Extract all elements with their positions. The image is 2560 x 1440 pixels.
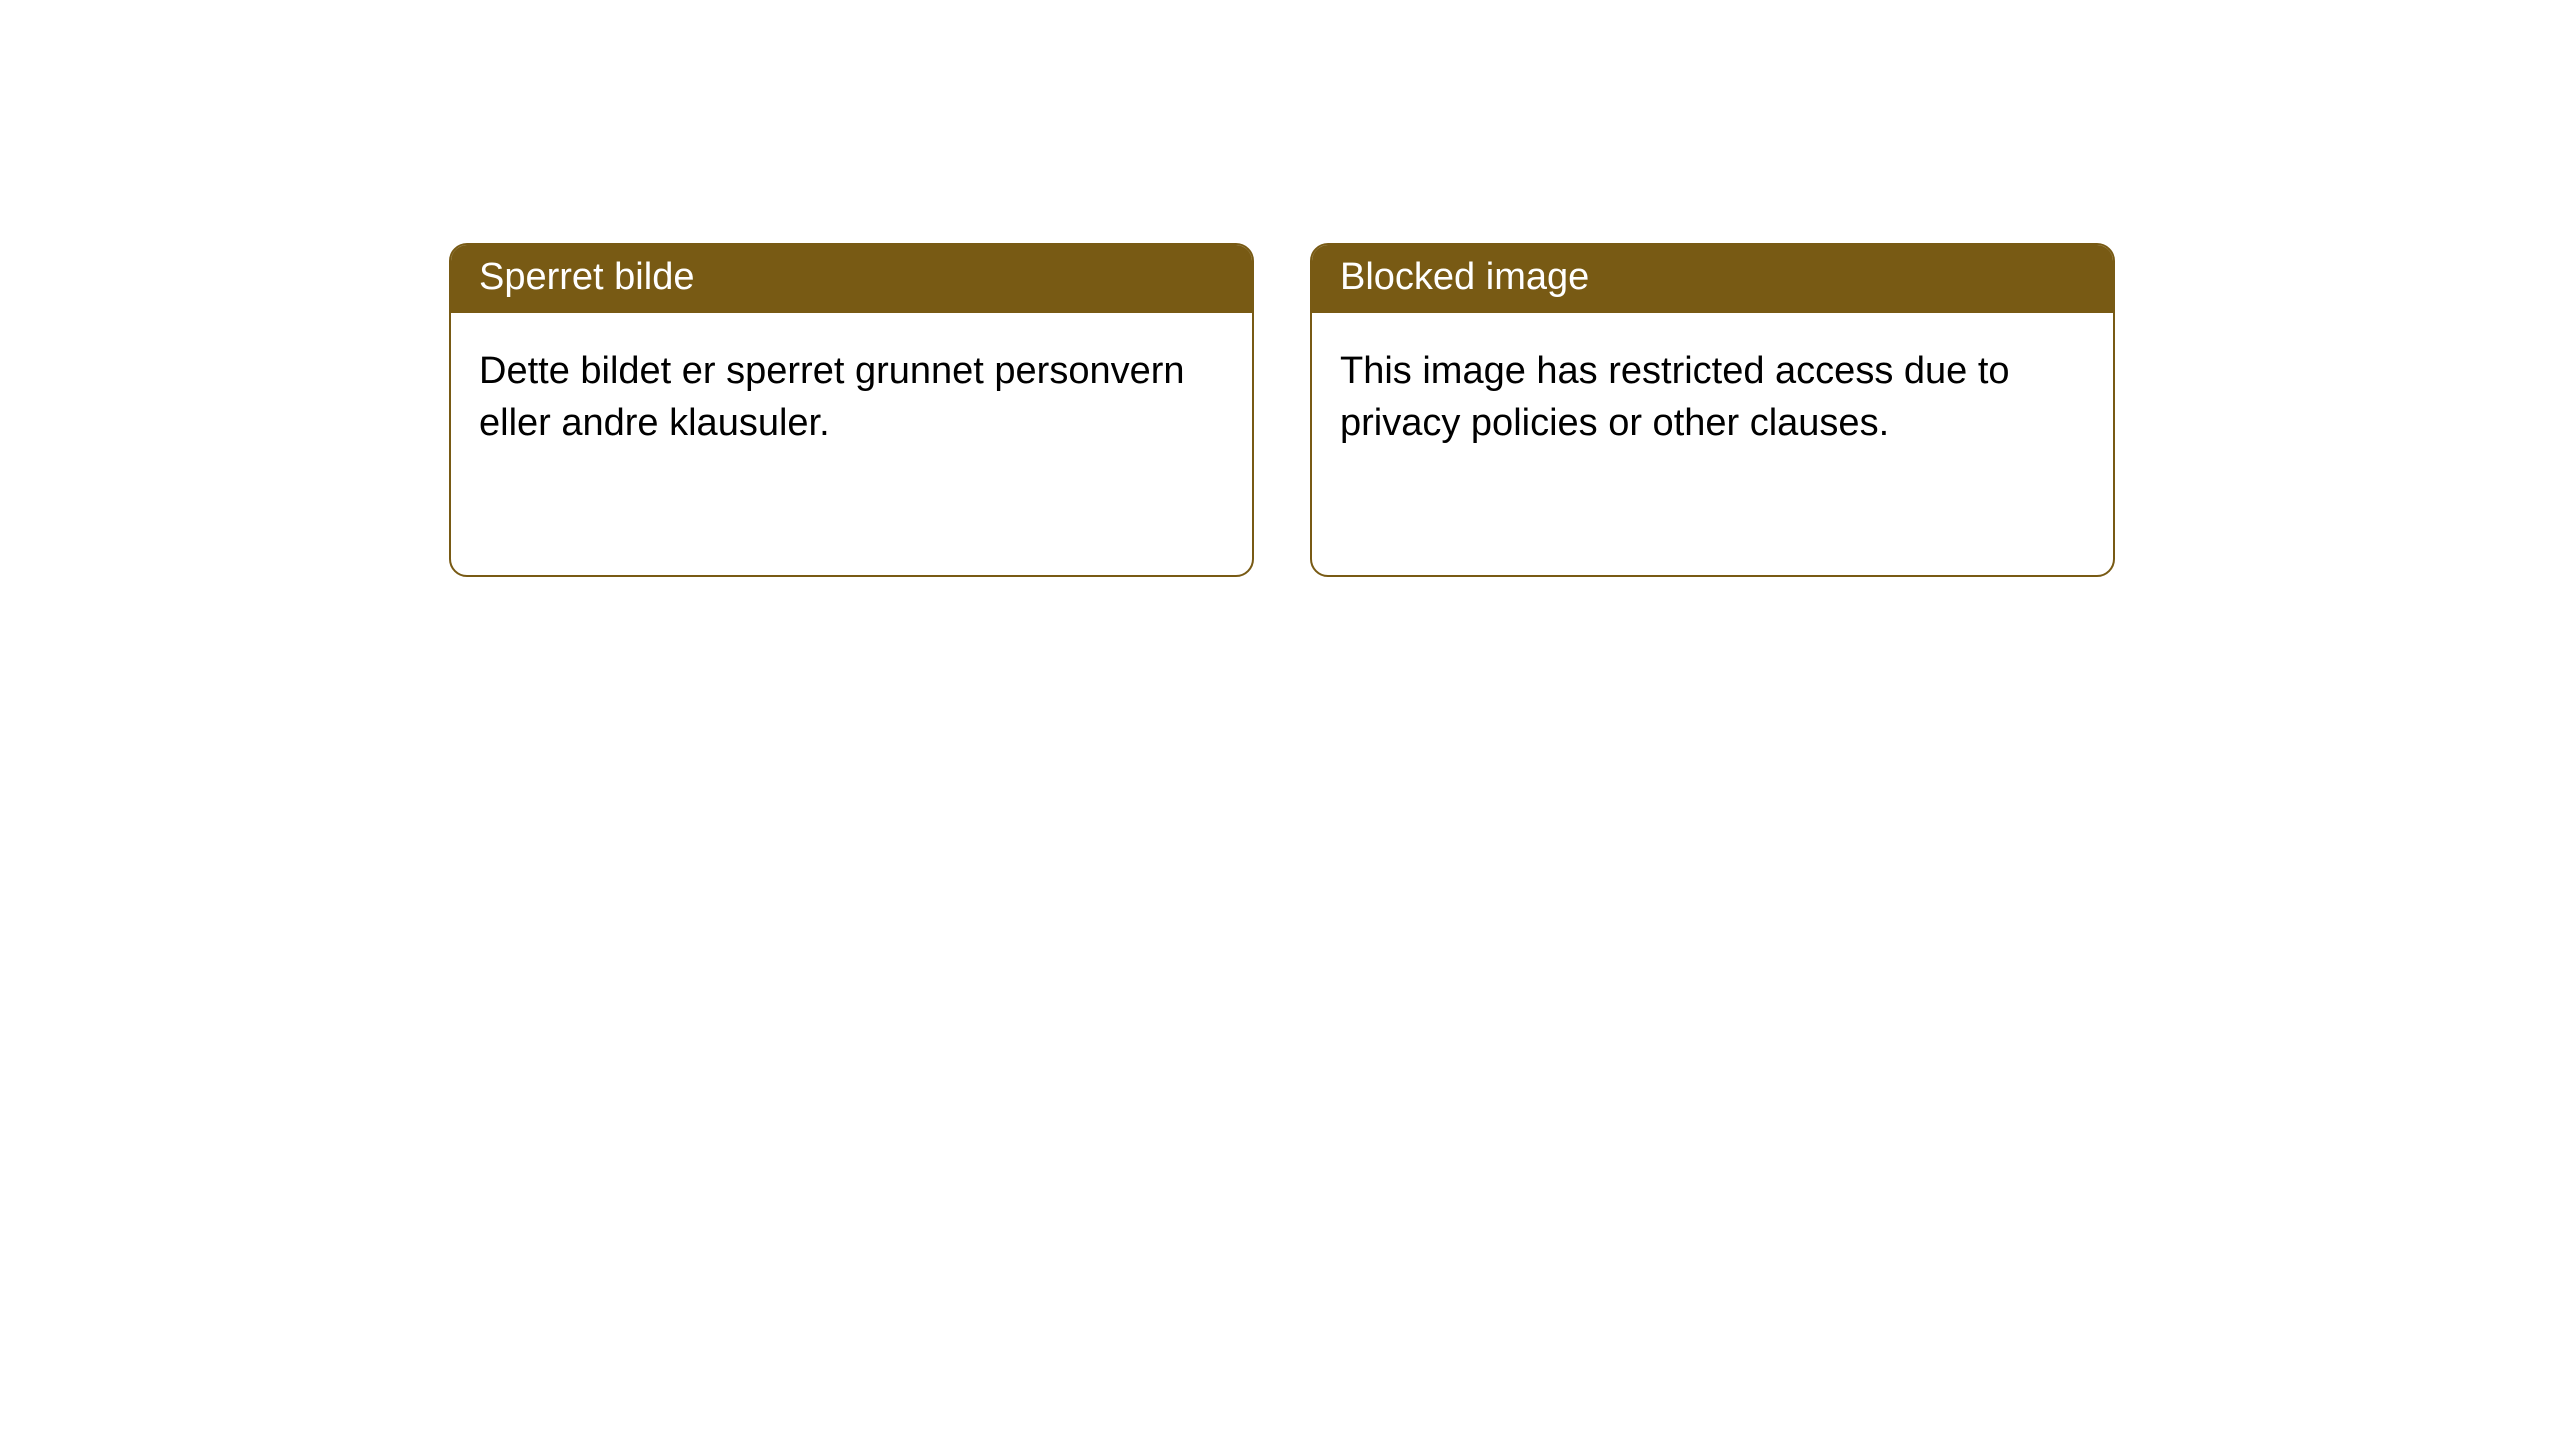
- notice-card-title: Sperret bilde: [451, 245, 1252, 313]
- notice-cards-container: Sperret bilde Dette bildet er sperret gr…: [449, 243, 2115, 577]
- notice-card-body: This image has restricted access due to …: [1312, 313, 2113, 482]
- notice-card-norwegian: Sperret bilde Dette bildet er sperret gr…: [449, 243, 1254, 577]
- notice-card-title: Blocked image: [1312, 245, 2113, 313]
- notice-card-english: Blocked image This image has restricted …: [1310, 243, 2115, 577]
- notice-card-body: Dette bildet er sperret grunnet personve…: [451, 313, 1252, 482]
